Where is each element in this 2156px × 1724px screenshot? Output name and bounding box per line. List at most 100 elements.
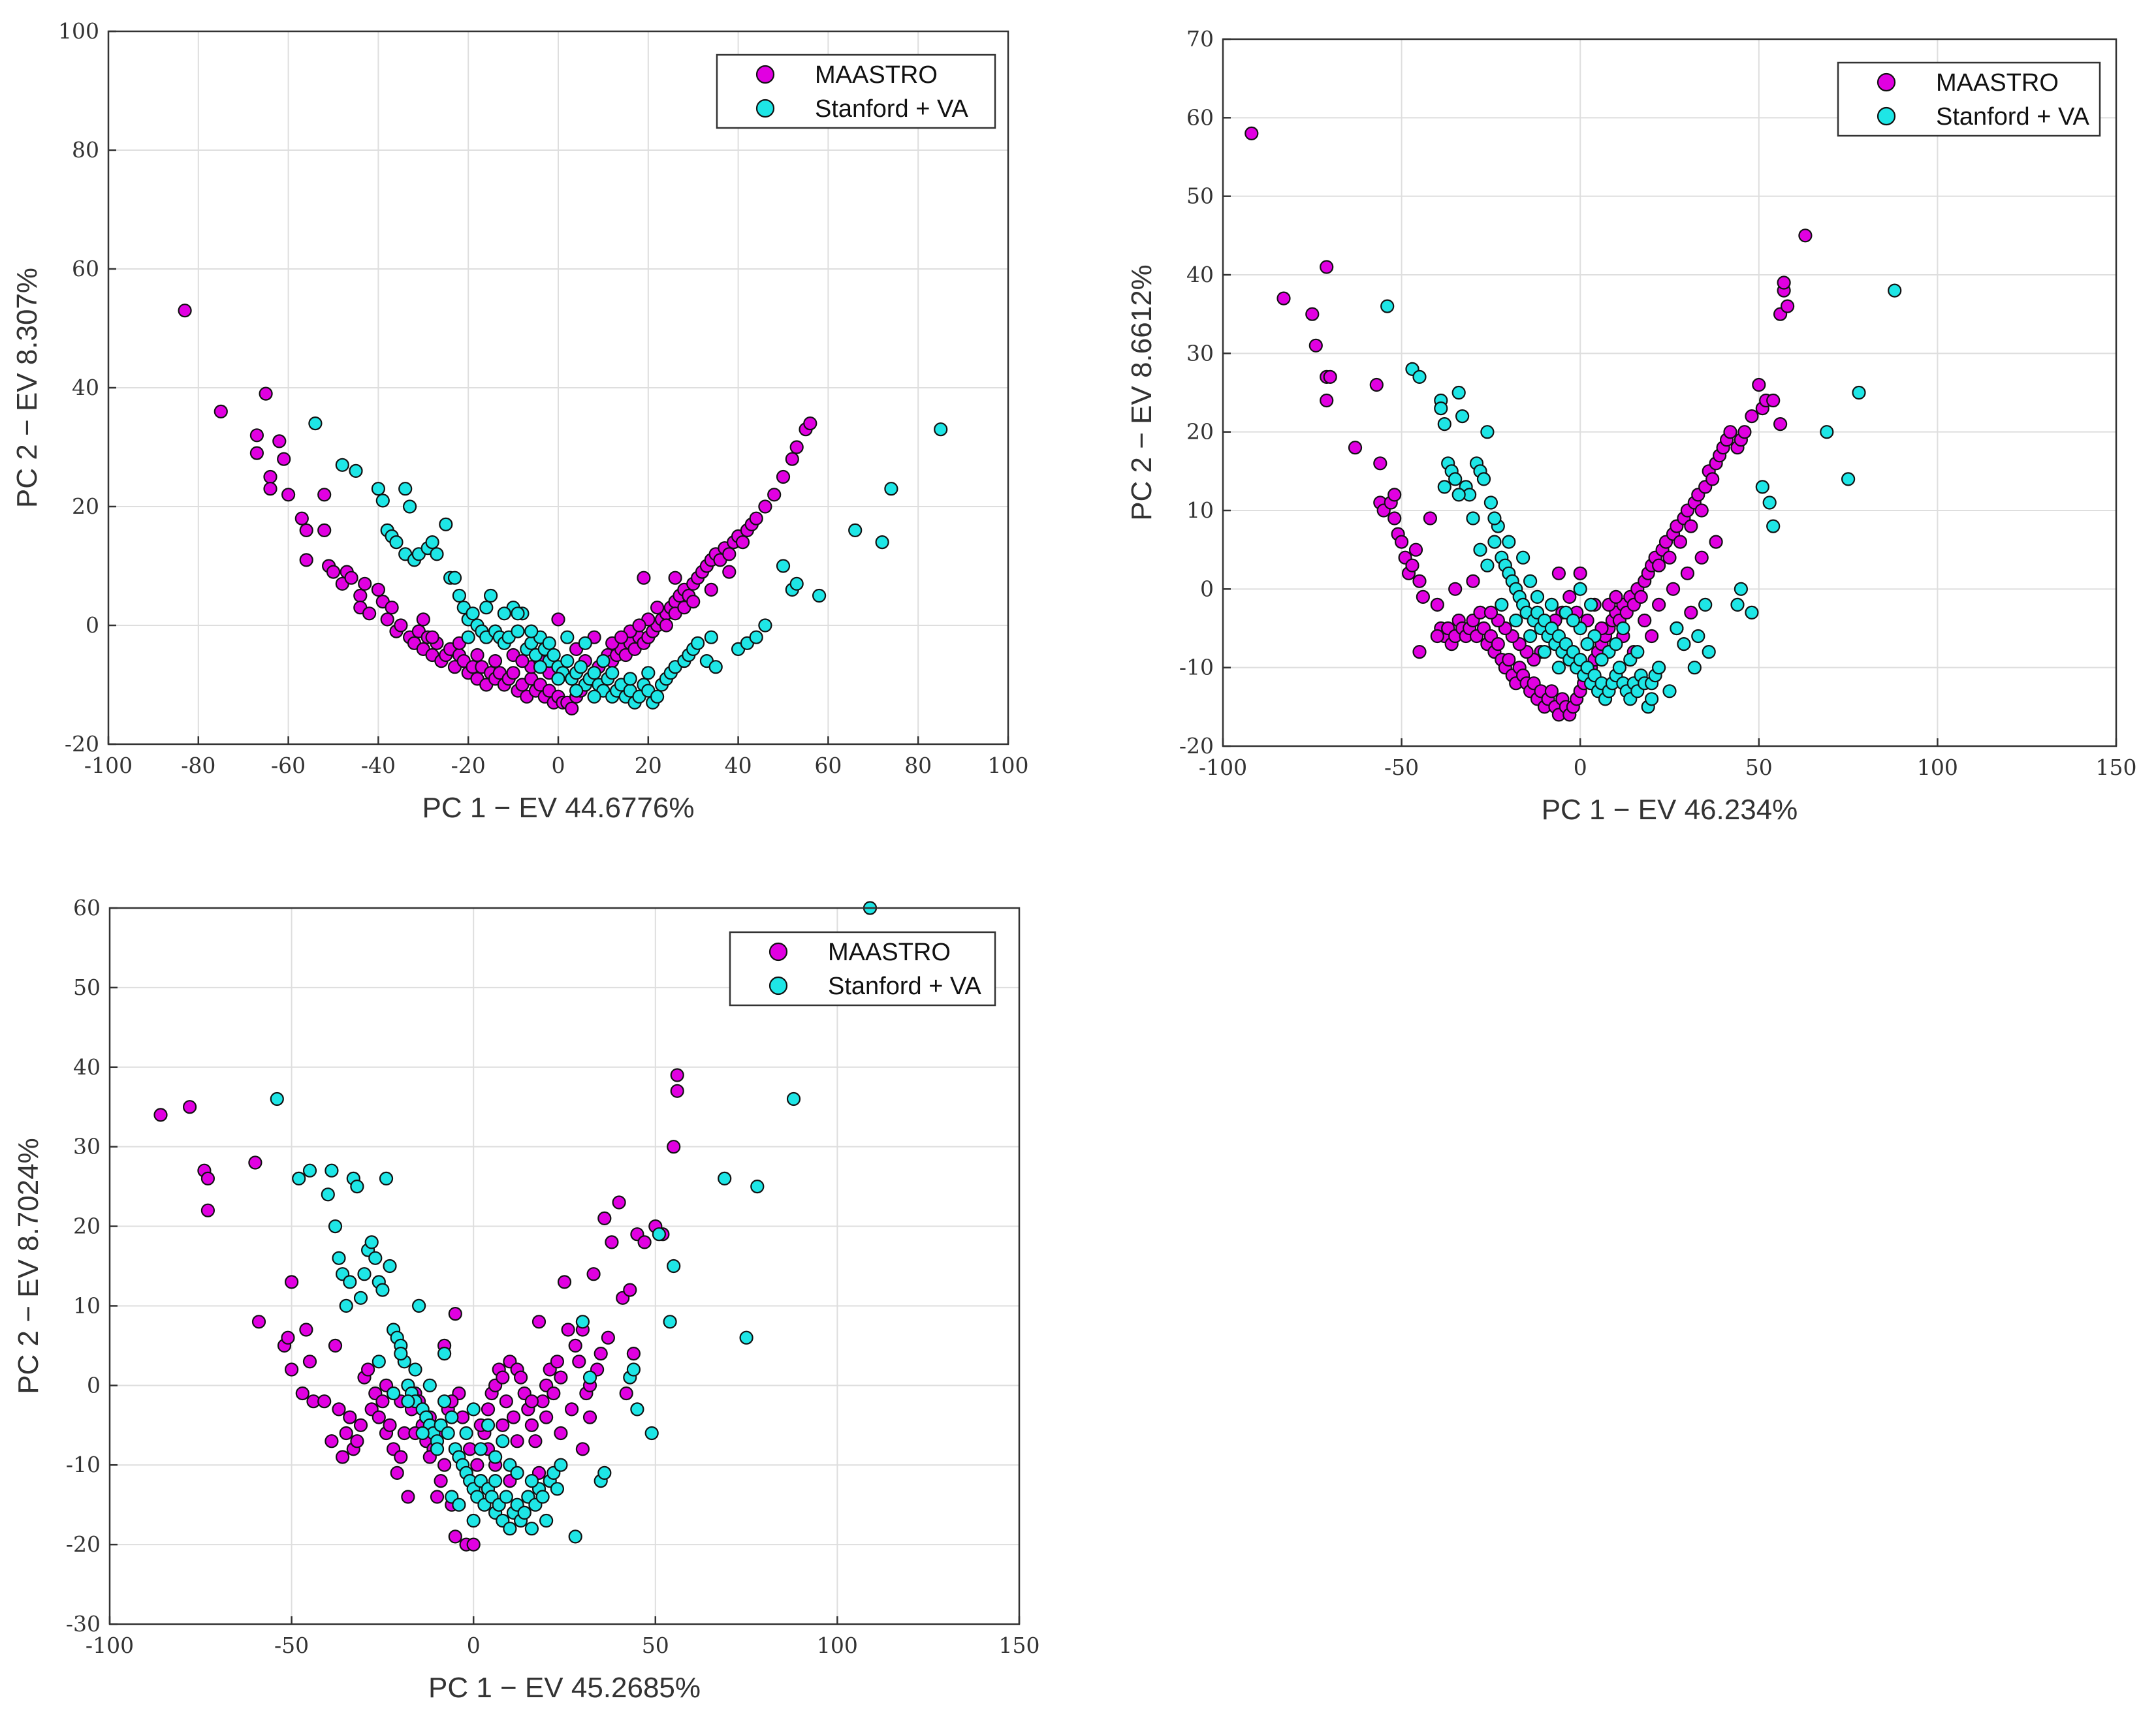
data-point-maastro <box>758 499 772 514</box>
data-point-maastro <box>1348 441 1363 455</box>
data-point-stanford-va <box>517 1505 531 1520</box>
legend-label-maastro: MAASTRO <box>815 61 938 89</box>
data-point-stanford-va <box>408 1362 422 1377</box>
data-point-maastro <box>425 630 439 644</box>
data-point-stanford-va <box>1645 692 1659 706</box>
data-point-maastro <box>1709 535 1723 549</box>
data-point-maastro <box>524 1394 539 1409</box>
plot-area <box>1223 39 2116 746</box>
data-point-stanford-va <box>848 523 863 538</box>
legend-label-maastro: MAASTRO <box>1936 69 2059 97</box>
plot-frame <box>108 907 1021 1625</box>
data-point-maastro <box>317 523 332 538</box>
data-point-stanford-va <box>430 547 444 561</box>
data-point-maastro <box>259 386 273 401</box>
data-point-stanford-va <box>328 1219 343 1234</box>
data-point-maastro <box>375 1394 390 1409</box>
y-tick-label: 10 <box>1186 497 1214 523</box>
data-point-maastro <box>637 1235 652 1249</box>
data-point-maastro <box>1737 425 1752 439</box>
data-point-stanford-va <box>630 1402 644 1417</box>
data-point-maastro <box>332 1402 346 1417</box>
data-point-maastro <box>200 1171 215 1186</box>
data-point-maastro <box>575 1442 590 1456</box>
data-point-stanford-va <box>349 463 363 478</box>
data-point-maastro <box>1408 542 1423 557</box>
scatter-plot-1: -100 -80 -60 -40 -20 0 20 40 60 80 100 -20 0 20 40 60 80… <box>11 18 1029 824</box>
data-point-stanford-va <box>375 494 390 508</box>
data-point-stanford-va <box>1487 535 1502 549</box>
data-point-stanford-va <box>708 660 723 674</box>
data-point-stanford-va <box>466 1402 481 1417</box>
data-point-maastro <box>328 1338 343 1353</box>
data-point-maastro <box>510 1434 524 1449</box>
legend-marker-stanford-va <box>1877 106 1896 126</box>
data-point-stanford-va <box>1476 472 1491 486</box>
data-point-stanford-va <box>415 1426 430 1441</box>
data-point-stanford-va <box>1523 629 1538 644</box>
data-point-maastro <box>539 1410 554 1424</box>
data-point-maastro <box>594 1347 608 1361</box>
data-point-maastro <box>401 1490 415 1504</box>
data-point-maastro <box>1798 228 1813 243</box>
data-point-maastro <box>285 1362 299 1377</box>
data-point-stanford-va <box>437 1394 452 1409</box>
legend: MAASTRO Stanford + VA <box>1837 61 2101 137</box>
data-point-maastro <box>1395 535 1409 549</box>
data-point-maastro <box>383 1418 397 1432</box>
data-point-stanford-va <box>357 1267 372 1281</box>
data-point-maastro <box>722 547 737 561</box>
data-point-stanford-va <box>383 1259 397 1274</box>
data-point-maastro <box>785 452 799 466</box>
x-tick-label: 20 <box>635 753 662 778</box>
data-point-stanford-va <box>437 1347 452 1361</box>
data-point-stanford-va <box>481 1418 496 1432</box>
data-point-stanford-va <box>1509 613 1523 628</box>
data-point-stanford-va <box>445 1410 459 1424</box>
data-point-maastro <box>1645 629 1659 644</box>
data-point-maastro <box>1573 566 1587 580</box>
data-point-maastro <box>659 618 674 633</box>
data-point-maastro <box>249 446 264 460</box>
data-point-stanford-va <box>1755 480 1769 494</box>
data-point-maastro <box>496 1418 510 1432</box>
data-point-maastro <box>281 1330 295 1345</box>
data-point-stanford-va <box>1662 684 1677 698</box>
data-point-stanford-va <box>1594 652 1609 667</box>
data-point-maastro <box>614 630 629 644</box>
data-point-stanford-va <box>587 666 601 680</box>
data-point-stanford-va <box>1652 661 1666 675</box>
legend-marker-stanford-va <box>769 976 788 995</box>
data-point-maastro <box>299 553 313 567</box>
data-point-maastro <box>385 601 399 615</box>
data-point-maastro <box>551 612 565 627</box>
data-point-stanford-va <box>1437 480 1451 494</box>
data-point-maastro <box>1551 566 1566 580</box>
data-point-stanford-va <box>575 1315 590 1329</box>
data-point-stanford-va <box>459 1426 473 1441</box>
data-point-stanford-va <box>350 1179 364 1194</box>
data-point-maastro <box>1430 629 1444 644</box>
data-point-maastro <box>554 1370 568 1385</box>
data-point-maastro <box>1638 613 1652 628</box>
data-point-maastro <box>1652 558 1666 572</box>
data-point-maastro <box>803 416 817 431</box>
data-point-maastro <box>1694 503 1709 518</box>
x-tick-label: -80 <box>181 753 215 778</box>
data-point-stanford-va <box>569 683 584 698</box>
data-point-maastro <box>597 1211 612 1226</box>
data-point-maastro <box>466 1537 481 1552</box>
data-point-stanford-va <box>1455 409 1470 424</box>
data-point-maastro <box>317 488 332 502</box>
data-point-stanford-va <box>1691 629 1705 644</box>
data-point-maastro <box>353 588 368 603</box>
data-point-stanford-va <box>1841 472 1856 486</box>
data-point-maastro <box>586 1267 601 1281</box>
data-point-maastro <box>667 1140 681 1154</box>
data-point-maastro <box>350 1434 364 1449</box>
data-point-stanford-va <box>812 588 827 603</box>
data-point-maastro <box>200 1203 215 1217</box>
y-tick-label: 70 <box>1186 26 1214 52</box>
data-point-maastro <box>1652 597 1666 612</box>
data-point-maastro <box>302 1355 317 1369</box>
